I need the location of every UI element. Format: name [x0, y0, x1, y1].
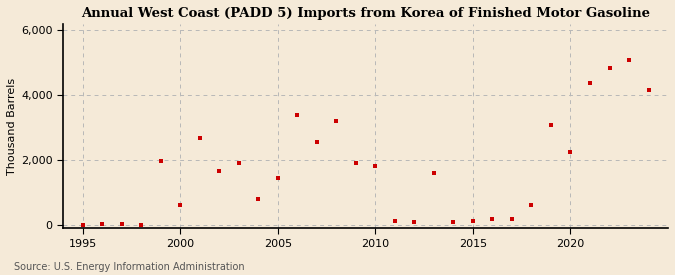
- Point: [429, 170, 439, 175]
- Point: [234, 161, 244, 166]
- Point: [409, 220, 420, 224]
- Y-axis label: Thousand Barrels: Thousand Barrels: [7, 78, 17, 175]
- Text: Source: U.S. Energy Information Administration: Source: U.S. Energy Information Administ…: [14, 262, 244, 272]
- Point: [545, 123, 556, 127]
- Point: [468, 219, 479, 224]
- Point: [487, 217, 498, 221]
- Point: [136, 223, 146, 227]
- Point: [292, 113, 302, 118]
- Point: [448, 220, 459, 224]
- Point: [311, 140, 322, 144]
- Point: [370, 164, 381, 168]
- Point: [604, 66, 615, 70]
- Point: [350, 161, 361, 166]
- Point: [389, 219, 400, 224]
- Point: [253, 197, 264, 201]
- Point: [624, 57, 634, 62]
- Point: [77, 223, 88, 227]
- Point: [506, 216, 517, 221]
- Point: [331, 119, 342, 123]
- Point: [585, 81, 595, 85]
- Point: [194, 136, 205, 140]
- Point: [214, 169, 225, 174]
- Point: [565, 150, 576, 154]
- Point: [175, 203, 186, 207]
- Point: [643, 88, 654, 92]
- Point: [97, 222, 107, 226]
- Title: Annual West Coast (PADD 5) Imports from Korea of Finished Motor Gasoline: Annual West Coast (PADD 5) Imports from …: [81, 7, 650, 20]
- Point: [273, 176, 284, 181]
- Point: [116, 222, 127, 227]
- Point: [526, 203, 537, 207]
- Point: [155, 159, 166, 163]
